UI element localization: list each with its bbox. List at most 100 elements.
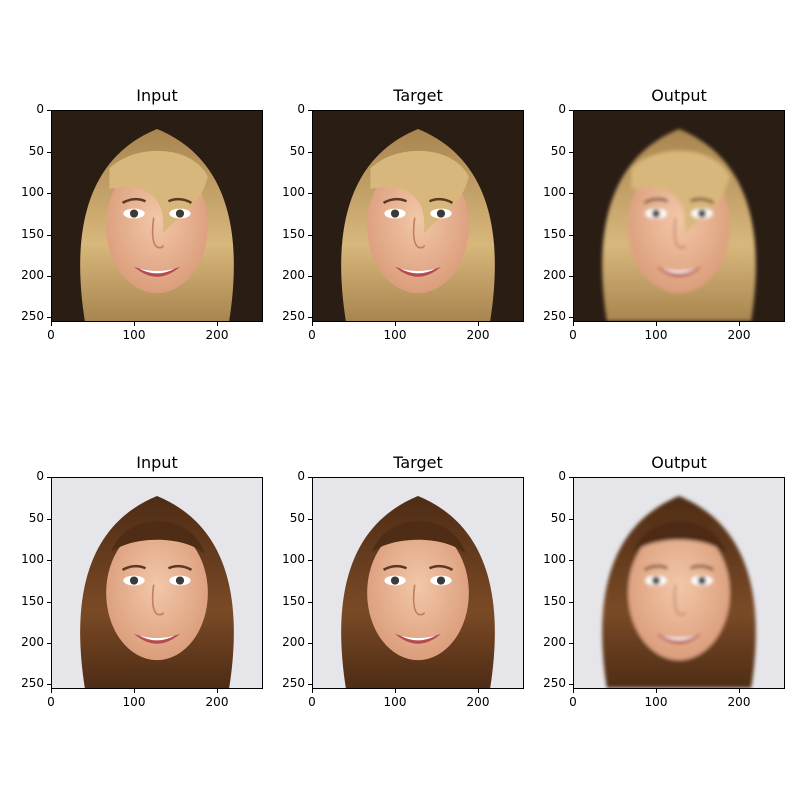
y-tick-label: 250 bbox=[282, 309, 305, 323]
y-tick-label: 0 bbox=[297, 469, 305, 483]
y-tick-mark bbox=[569, 317, 573, 318]
y-tick-mark bbox=[569, 560, 573, 561]
y-tick-mark bbox=[308, 477, 312, 478]
x-tick-mark bbox=[739, 689, 740, 693]
y-tick-mark bbox=[47, 477, 51, 478]
y-tick-mark bbox=[47, 684, 51, 685]
y-tick-mark bbox=[308, 560, 312, 561]
y-tick-mark bbox=[47, 519, 51, 520]
y-tick-label: 200 bbox=[21, 635, 44, 649]
y-tick-label: 50 bbox=[28, 144, 44, 158]
face-image bbox=[312, 110, 524, 322]
y-tick-mark bbox=[569, 110, 573, 111]
y-tick-label: 100 bbox=[282, 552, 305, 566]
x-tick-mark bbox=[217, 689, 218, 693]
y-tick-mark bbox=[308, 235, 312, 236]
x-tick-label: 0 bbox=[569, 328, 577, 342]
image-panel-output bbox=[573, 477, 785, 689]
x-tick-mark bbox=[395, 322, 396, 326]
x-tick-mark bbox=[312, 322, 313, 326]
y-tick-mark bbox=[308, 317, 312, 318]
panel-title: Input bbox=[136, 86, 178, 105]
y-tick-mark bbox=[569, 193, 573, 194]
y-tick-label: 150 bbox=[282, 227, 305, 241]
x-tick-mark bbox=[656, 322, 657, 326]
image-panel-target bbox=[312, 477, 524, 689]
x-tick-mark bbox=[51, 322, 52, 326]
y-tick-mark bbox=[47, 193, 51, 194]
x-tick-label: 200 bbox=[205, 695, 229, 709]
y-tick-label: 100 bbox=[21, 185, 44, 199]
y-tick-mark bbox=[308, 152, 312, 153]
panel-title: Input bbox=[136, 453, 178, 472]
y-tick-label: 150 bbox=[543, 227, 566, 241]
x-tick-mark bbox=[478, 689, 479, 693]
x-tick-mark bbox=[312, 689, 313, 693]
y-tick-label: 50 bbox=[289, 144, 305, 158]
x-tick-label: 200 bbox=[466, 328, 490, 342]
panel-title: Output bbox=[651, 453, 707, 472]
y-tick-mark bbox=[47, 643, 51, 644]
x-tick-mark bbox=[656, 689, 657, 693]
y-tick-label: 0 bbox=[558, 469, 566, 483]
x-tick-label: 100 bbox=[644, 328, 668, 342]
y-tick-mark bbox=[47, 602, 51, 603]
x-tick-mark bbox=[134, 689, 135, 693]
x-tick-mark bbox=[51, 689, 52, 693]
y-tick-label: 100 bbox=[543, 185, 566, 199]
y-tick-mark bbox=[569, 684, 573, 685]
x-tick-label: 0 bbox=[47, 695, 55, 709]
x-tick-mark bbox=[478, 322, 479, 326]
y-tick-label: 50 bbox=[550, 144, 566, 158]
y-tick-label: 250 bbox=[21, 676, 44, 690]
y-tick-label: 0 bbox=[558, 102, 566, 116]
x-tick-label: 100 bbox=[383, 695, 407, 709]
y-tick-label: 50 bbox=[550, 511, 566, 525]
y-tick-label: 250 bbox=[543, 309, 566, 323]
y-tick-mark bbox=[569, 152, 573, 153]
y-tick-label: 200 bbox=[543, 635, 566, 649]
x-tick-label: 0 bbox=[569, 695, 577, 709]
y-tick-mark bbox=[47, 152, 51, 153]
image-panel-input bbox=[51, 110, 263, 322]
y-tick-mark bbox=[47, 235, 51, 236]
y-tick-label: 100 bbox=[282, 185, 305, 199]
x-tick-label: 200 bbox=[466, 695, 490, 709]
y-tick-label: 250 bbox=[543, 676, 566, 690]
y-tick-mark bbox=[569, 519, 573, 520]
y-tick-mark bbox=[569, 643, 573, 644]
y-tick-mark bbox=[308, 193, 312, 194]
y-tick-mark bbox=[47, 317, 51, 318]
y-tick-label: 50 bbox=[289, 511, 305, 525]
face-image bbox=[573, 477, 785, 689]
face-image bbox=[573, 110, 785, 322]
y-tick-mark bbox=[569, 602, 573, 603]
y-tick-label: 150 bbox=[543, 594, 566, 608]
y-tick-mark bbox=[308, 643, 312, 644]
y-tick-label: 200 bbox=[543, 268, 566, 282]
y-tick-label: 250 bbox=[21, 309, 44, 323]
y-tick-label: 200 bbox=[282, 268, 305, 282]
y-tick-mark bbox=[308, 110, 312, 111]
y-tick-label: 150 bbox=[21, 594, 44, 608]
face-image bbox=[312, 477, 524, 689]
x-tick-mark bbox=[134, 322, 135, 326]
face-image bbox=[51, 110, 263, 322]
x-tick-mark bbox=[573, 322, 574, 326]
image-panel-input bbox=[51, 477, 263, 689]
panel-title: Target bbox=[393, 86, 443, 105]
image-panel-output bbox=[573, 110, 785, 322]
y-tick-label: 0 bbox=[36, 469, 44, 483]
y-tick-mark bbox=[308, 519, 312, 520]
x-tick-label: 200 bbox=[727, 695, 751, 709]
y-tick-label: 100 bbox=[543, 552, 566, 566]
y-tick-mark bbox=[47, 276, 51, 277]
x-tick-label: 100 bbox=[122, 695, 146, 709]
face-image bbox=[51, 477, 263, 689]
x-tick-label: 200 bbox=[205, 328, 229, 342]
y-tick-mark bbox=[569, 235, 573, 236]
y-tick-mark bbox=[308, 684, 312, 685]
x-tick-label: 0 bbox=[308, 695, 316, 709]
panel-title: Target bbox=[393, 453, 443, 472]
